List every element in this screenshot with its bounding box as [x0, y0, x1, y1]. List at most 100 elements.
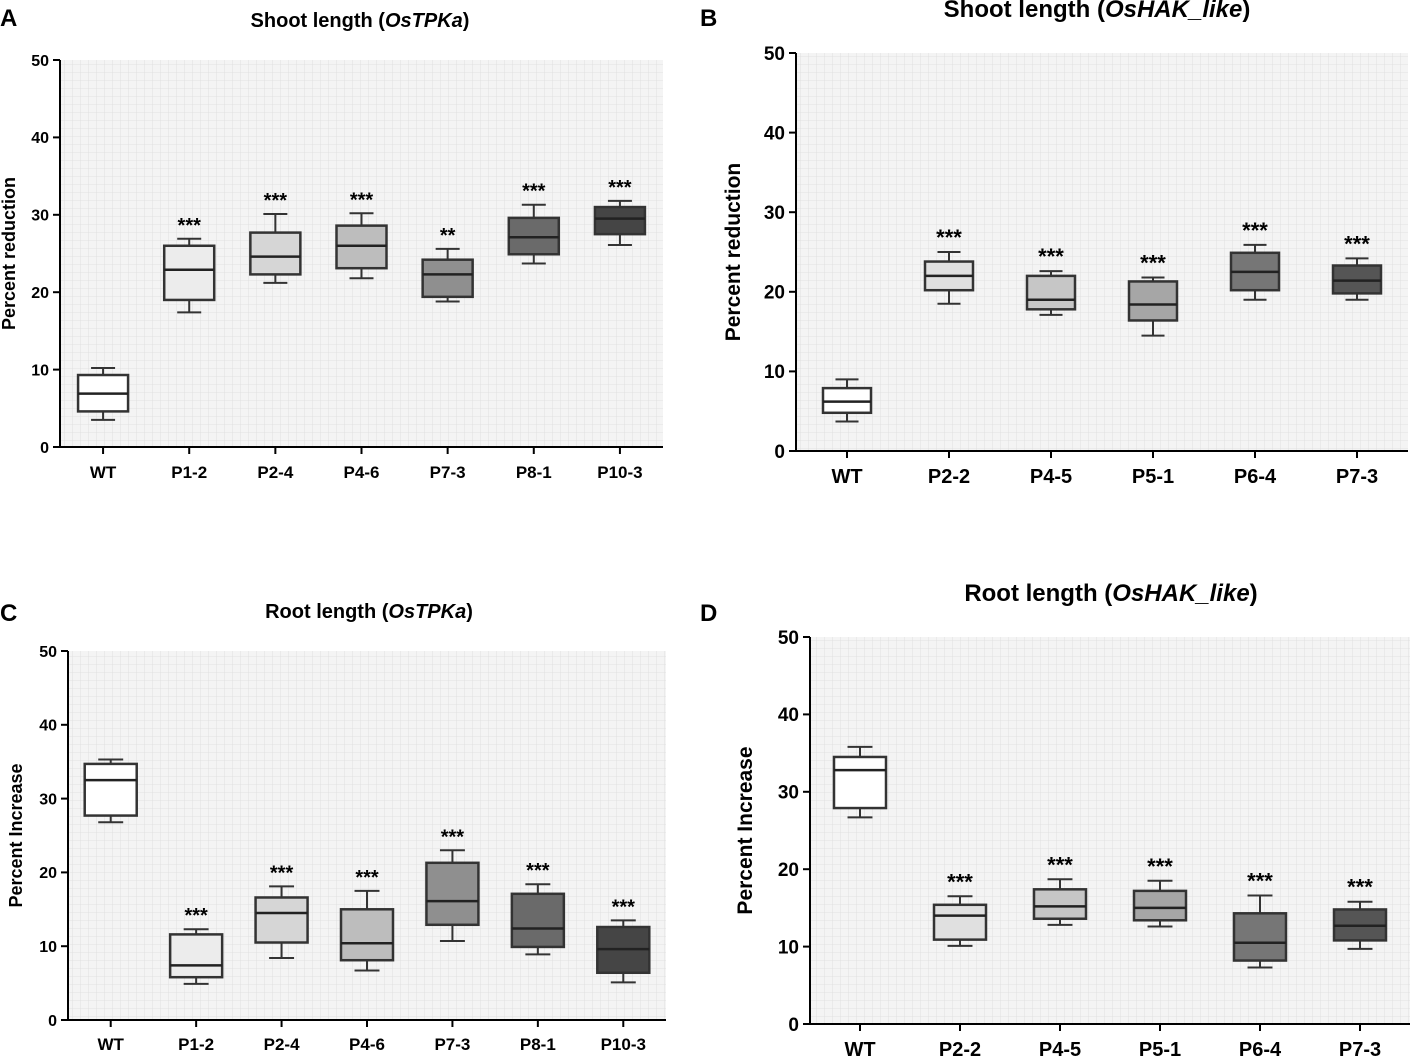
x-tick-label: P6-4	[1234, 466, 1277, 488]
significance-label: ***	[522, 181, 546, 203]
significance-label: ***	[936, 225, 962, 250]
x-tick-label: P7-3	[430, 463, 466, 482]
panel-letter: D	[700, 600, 717, 627]
chart-title: Root length (OsTPKa)	[265, 601, 473, 623]
box-p1-2: *** P1-2	[168, 905, 224, 1054]
x-tick-label: WT	[844, 1039, 875, 1056]
panel-d: D Root length (OsHAK_like) 0 10 20 30 40 50 Perc…	[700, 580, 1410, 1056]
x-tick-label: P8-1	[520, 1035, 556, 1054]
box-p4-5: *** P4-5	[1032, 852, 1088, 1056]
chart-title-gene: OsHAK_like	[1105, 0, 1242, 23]
significance-label: ***	[1038, 244, 1064, 269]
x-tick-label: P5-1	[1132, 466, 1174, 488]
panel-letter: A	[0, 5, 17, 32]
y-tick-label: 10	[39, 939, 57, 956]
significance-label: ***	[270, 862, 294, 884]
x-tick-label: WT	[90, 463, 117, 482]
y-tick-label: 10	[764, 362, 785, 383]
y-tick-label: 10	[778, 937, 799, 958]
box-iqr	[1032, 888, 1088, 920]
chart-title: Root length (OsHAK_like)	[964, 580, 1257, 607]
y-tick-label: 50	[778, 628, 799, 649]
plot-grid	[810, 637, 1410, 1024]
box-p1-2: *** P1-2	[162, 215, 216, 482]
significance-label: ***	[264, 190, 288, 212]
significance-label: ***	[1347, 875, 1373, 900]
x-tick-label: P8-1	[516, 463, 552, 482]
significance-label: ***	[1247, 869, 1273, 894]
chart-title-gene: OsHAK_like	[1112, 580, 1249, 607]
plot-grid	[796, 53, 1408, 451]
x-tick-label: P4-6	[349, 1035, 385, 1054]
box-iqr	[249, 231, 302, 276]
x-tick-label: P4-5	[1030, 466, 1072, 488]
x-tick-label: P2-4	[264, 1035, 300, 1054]
significance-label: ***	[184, 905, 208, 927]
y-tick-label: 10	[31, 362, 49, 379]
y-tick-label: 50	[31, 53, 49, 70]
chart-title-prefix: Root length (	[265, 601, 389, 623]
y-tick-label: 0	[788, 1015, 799, 1036]
x-tick-label: P7-3	[1339, 1039, 1381, 1056]
y-tick-label: 20	[39, 865, 57, 882]
chart-title-prefix: Shoot length (	[944, 0, 1105, 23]
box-iqr	[425, 861, 480, 927]
box-p10-3: *** P10-3	[593, 177, 647, 482]
x-tick-label: P2-4	[257, 463, 293, 482]
significance-label: ***	[1047, 852, 1073, 877]
significance-label: ***	[526, 860, 550, 882]
y-tick-label: 40	[31, 130, 49, 147]
significance-label: ***	[178, 215, 202, 237]
box-wt: WT	[76, 367, 130, 482]
box-iqr	[168, 933, 224, 979]
box-p4-5: *** P4-5	[1025, 244, 1077, 488]
y-tick-label: 30	[31, 208, 49, 225]
y-tick-label: 30	[39, 791, 57, 808]
x-tick-label: P2-2	[928, 466, 970, 488]
y-tick-label: 30	[778, 783, 799, 804]
box-iqr	[1025, 274, 1077, 311]
chart-title-gene: OsTPKa	[385, 10, 463, 32]
x-tick-label: WT	[831, 466, 862, 488]
chart-title-gene: OsTPKa	[388, 601, 466, 623]
box-wt: WT	[821, 378, 873, 488]
x-tick-label: P1-2	[178, 1035, 214, 1054]
significance-label: ***	[355, 867, 379, 889]
box-p2-4: *** P2-4	[249, 190, 302, 482]
significance-label: ***	[1242, 218, 1268, 243]
y-axis-label: Percent reduction	[0, 177, 19, 330]
y-tick-label: 30	[764, 203, 785, 224]
y-tick-label: 0	[48, 1013, 57, 1030]
y-axis-label: Percent reduction	[722, 163, 745, 342]
x-tick-label: P1-2	[171, 463, 207, 482]
significance-label: ***	[350, 189, 374, 211]
significance-label: ***	[612, 896, 636, 918]
significance-label: ***	[1140, 250, 1166, 275]
chart-title-suffix: )	[1242, 0, 1250, 23]
box-p2-2: *** P2-2	[932, 869, 988, 1056]
significance-label: ***	[1147, 854, 1173, 879]
chart-title-suffix: )	[463, 10, 470, 32]
box-p7-3: *** P7-3	[1332, 875, 1388, 1056]
x-tick-label: P2-2	[939, 1039, 981, 1056]
box-p2-2: *** P2-2	[923, 225, 975, 488]
box-iqr	[832, 755, 888, 810]
chart-title: Shoot length (OsTPKa)	[251, 10, 470, 32]
chart-title-prefix: Shoot length (	[251, 10, 386, 32]
significance-label: ***	[441, 826, 465, 848]
box-p5-1: *** P5-1	[1132, 854, 1188, 1056]
y-tick-label: 20	[764, 283, 785, 304]
y-tick-label: 0	[774, 442, 785, 463]
chart-title-suffix: )	[1250, 580, 1258, 607]
box-iqr	[510, 892, 566, 949]
y-tick-label: 20	[31, 285, 49, 302]
x-tick-label: P10-3	[601, 1035, 646, 1054]
box-iqr	[339, 908, 395, 962]
box-iqr	[1127, 280, 1179, 322]
box-p7-3: *** P7-3	[425, 826, 480, 1054]
y-tick-label: 40	[764, 123, 785, 144]
box-p6-4: *** P6-4	[1232, 869, 1288, 1056]
box-iqr	[421, 258, 474, 299]
box-iqr	[593, 205, 647, 236]
